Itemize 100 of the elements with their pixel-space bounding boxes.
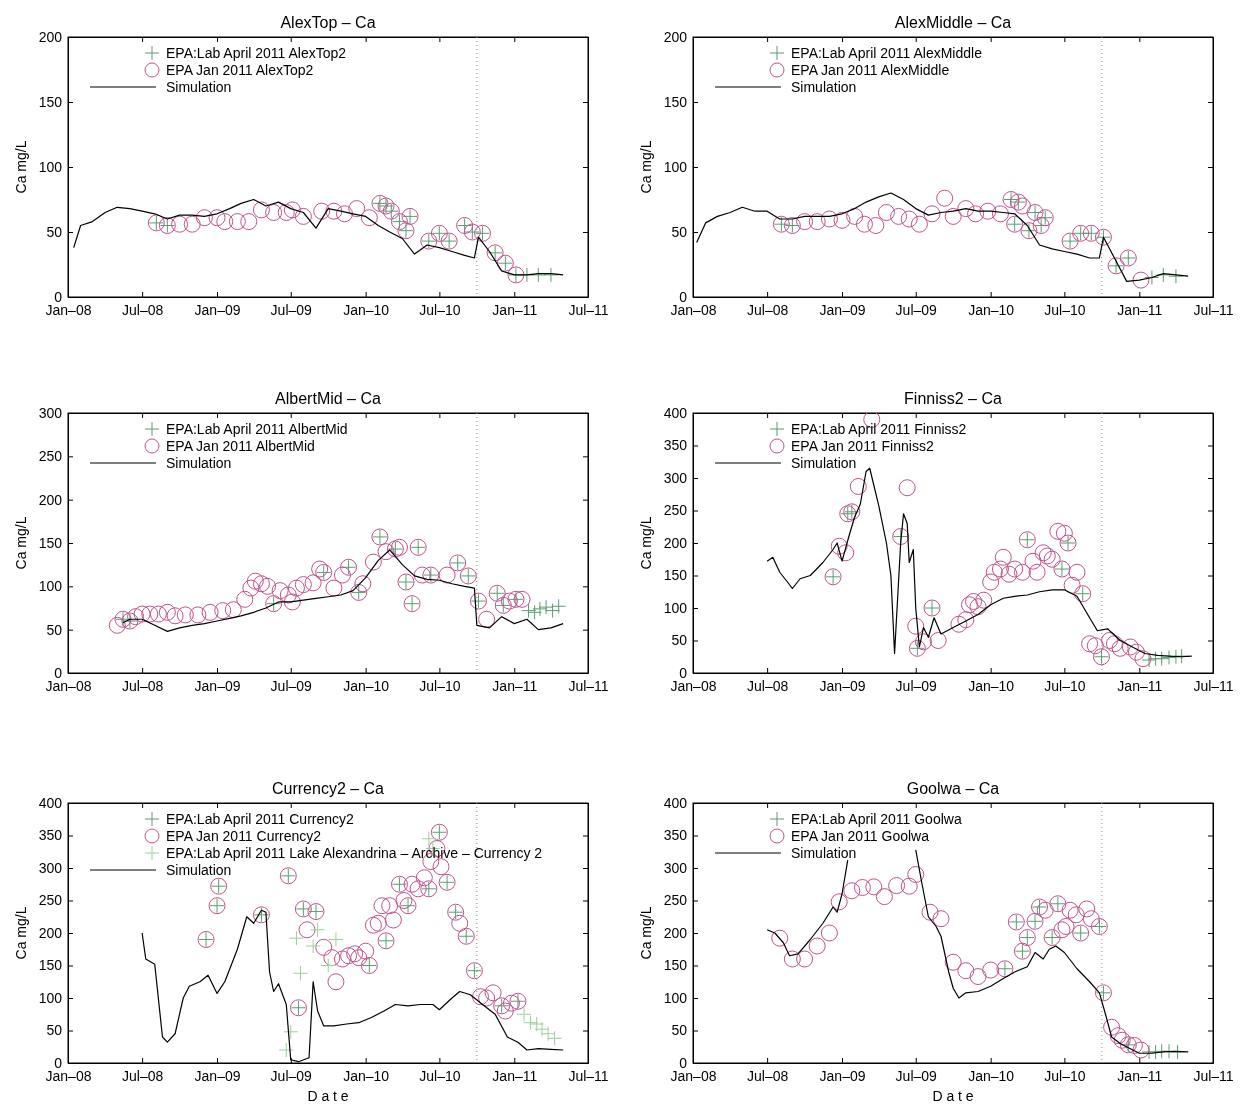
point xyxy=(820,924,838,942)
legend-label: Simulation xyxy=(166,862,232,878)
point xyxy=(432,858,450,876)
point xyxy=(957,611,975,629)
point xyxy=(133,605,151,623)
point xyxy=(837,544,855,562)
legend-label: EPA Jan 2011 Finniss2 xyxy=(791,438,934,454)
point xyxy=(900,877,918,895)
point xyxy=(415,869,433,887)
y-tick-label: 100 xyxy=(663,989,688,1006)
x-tick-label: Jan–11 xyxy=(1117,301,1163,318)
x-tick-label: Jan–09 xyxy=(819,1067,866,1084)
y-tick-label: 150 xyxy=(38,957,63,974)
x-tick-label: Jan–11 xyxy=(492,1067,538,1084)
point xyxy=(1170,1044,1186,1060)
chart-title: AlexTop – Ca xyxy=(280,14,376,31)
point xyxy=(1067,906,1085,924)
x-tick-label: Jul–10 xyxy=(419,677,461,694)
legend-label: Simulation xyxy=(791,79,857,95)
point xyxy=(421,831,437,847)
point xyxy=(1103,1018,1121,1036)
legend-label: EPA:Lab April 2011 Currency2 xyxy=(166,811,355,827)
point xyxy=(969,598,987,616)
x-tick-label: Jul–08 xyxy=(746,301,789,318)
point xyxy=(127,608,145,626)
point xyxy=(214,602,232,620)
point xyxy=(932,910,950,928)
legend-label: EPA:Lab April 2011 AlexTop2 xyxy=(166,45,347,61)
point xyxy=(320,958,336,973)
point xyxy=(957,962,975,980)
point xyxy=(865,878,883,896)
y-tick-label: 150 xyxy=(663,957,688,974)
legend-label: EPA Jan 2011 Currency2 xyxy=(166,828,322,844)
point xyxy=(1081,635,1099,653)
point xyxy=(364,916,382,934)
line-series xyxy=(696,192,1189,282)
y-tick-label: 400 xyxy=(38,794,63,811)
legend-label: EPA:Lab April 2011 Finniss2 xyxy=(791,421,967,437)
x-tick-label: Jan–10 xyxy=(968,301,1015,318)
point xyxy=(907,866,925,883)
y-tick-label: 200 xyxy=(38,924,63,941)
point xyxy=(846,207,864,225)
x-tick-label: Jul–09 xyxy=(270,301,313,318)
point xyxy=(271,582,289,600)
point xyxy=(236,590,254,608)
y-tick-label: 250 xyxy=(38,892,63,909)
point xyxy=(265,204,283,221)
x-tick-label: Jul–10 xyxy=(1044,1067,1086,1084)
point xyxy=(1049,522,1067,540)
point xyxy=(849,477,867,495)
point xyxy=(875,888,893,906)
point xyxy=(985,563,1003,581)
point xyxy=(907,617,925,635)
x-tick-label: Jan–10 xyxy=(968,677,1015,694)
y-tick-label: 100 xyxy=(38,578,63,595)
point xyxy=(1127,643,1145,661)
y-axis-title: Ca mg/L xyxy=(638,906,654,960)
point xyxy=(960,596,978,614)
x-tick-label: Jan–10 xyxy=(343,301,390,318)
point xyxy=(830,893,848,911)
y-tick-label: 250 xyxy=(38,448,63,465)
point xyxy=(478,989,496,1007)
point xyxy=(451,914,469,932)
x-tick-label: Jul–08 xyxy=(121,1067,164,1084)
y-tick-label: 50 xyxy=(671,223,688,240)
line-series xyxy=(122,549,564,632)
x-tick-label: Jan–11 xyxy=(492,677,538,694)
legend-label: Simulation xyxy=(166,79,232,95)
legend-label: EPA:Lab April 2011 Goolwa xyxy=(791,811,962,827)
x-tick-label: Jan–09 xyxy=(819,677,866,694)
point xyxy=(294,207,312,225)
point xyxy=(369,914,387,932)
x-tick-label: Jul–11 xyxy=(568,1067,609,1084)
legend-label: EPA:Lab April 2011 AlexMiddle xyxy=(791,45,983,61)
point xyxy=(921,903,939,921)
y-tick-label: 200 xyxy=(663,534,688,551)
legend-label: EPA Jan 2011 AlexMiddle xyxy=(791,62,950,78)
point xyxy=(979,202,997,220)
point xyxy=(532,601,548,617)
point xyxy=(538,599,554,615)
y-tick-label: 200 xyxy=(38,491,63,508)
point xyxy=(1028,563,1046,581)
y-tick-label: 300 xyxy=(663,469,688,486)
point xyxy=(991,560,1009,578)
y-tick-label: 50 xyxy=(46,621,63,638)
point xyxy=(867,217,885,234)
point xyxy=(1101,632,1119,649)
point xyxy=(1121,638,1139,656)
y-tick-label: 50 xyxy=(671,632,688,649)
legend-label: Simulation xyxy=(791,845,857,861)
point xyxy=(246,572,264,590)
legend-label: Simulation xyxy=(166,455,232,471)
point xyxy=(1000,565,1018,583)
legend-label: EPA Jan 2011 Goolwa xyxy=(791,828,930,844)
x-axis-title: D a t e xyxy=(307,1088,349,1104)
point xyxy=(283,1024,299,1040)
y-tick-label: 100 xyxy=(663,158,688,175)
point xyxy=(333,950,351,968)
x-tick-label: Jan–11 xyxy=(492,301,538,318)
y-tick-label: 300 xyxy=(38,404,63,421)
